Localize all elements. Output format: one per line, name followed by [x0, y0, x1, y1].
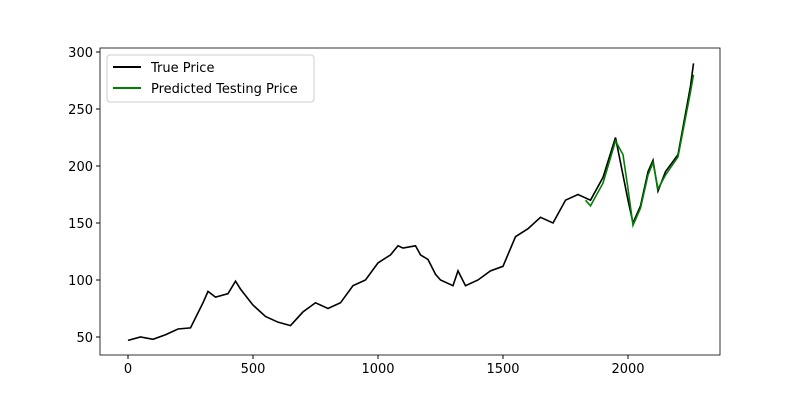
- price-line: [584, 74, 695, 229]
- y-tick-label: 100: [68, 274, 93, 289]
- y-tick-label: 150: [68, 217, 93, 232]
- x-tick-label: 500: [241, 362, 266, 377]
- x-tick-label: 2000: [611, 362, 644, 377]
- y-tick-label: 200: [68, 160, 93, 175]
- price-line: [127, 63, 695, 342]
- y-tick-label: 300: [68, 46, 93, 61]
- legend-label: True Price: [150, 61, 214, 76]
- plot-frame: [99, 47, 721, 356]
- x-tick-label: 1000: [361, 362, 394, 377]
- legend-box: [106, 54, 315, 103]
- y-tick-label: 50: [76, 331, 93, 346]
- y-tick-label: 250: [68, 103, 93, 118]
- x-tick-label: 0: [124, 362, 132, 377]
- x-tick-label: 1500: [486, 362, 519, 377]
- legend-label: Predicted Testing Price: [151, 82, 298, 97]
